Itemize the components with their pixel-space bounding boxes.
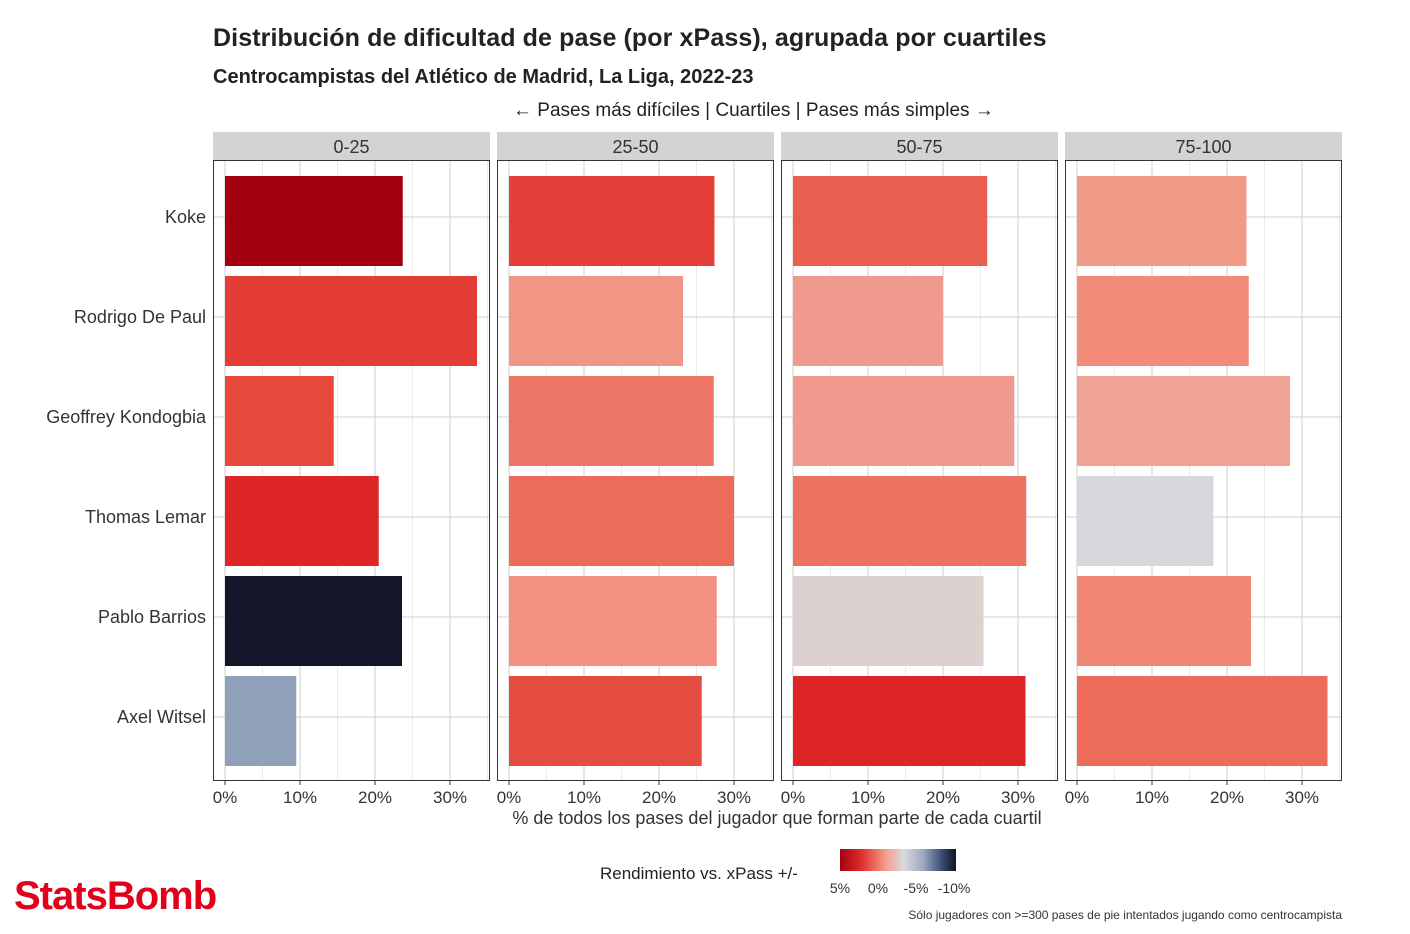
x-tick-label: 20% <box>642 788 676 807</box>
chart-title: Distribución de dificultad de pase (por … <box>213 24 1047 52</box>
bar-50-75-4 <box>793 576 984 666</box>
bar-50-75-0 <box>793 176 988 266</box>
bar-50-75-1 <box>793 276 943 366</box>
y-category-label: Rodrigo De Paul <box>74 307 206 327</box>
x-tick-label: 10% <box>283 788 317 807</box>
bar-0-25-3 <box>225 476 379 566</box>
bar-25-50-0 <box>509 176 715 266</box>
x-tick-label: 0% <box>213 788 238 807</box>
bar-50-75-2 <box>793 376 1015 466</box>
y-category-label: Pablo Barrios <box>98 607 206 627</box>
facet-strip-label: 0-25 <box>333 137 369 157</box>
x-tick-label: 10% <box>851 788 885 807</box>
facet-border <box>213 160 490 781</box>
bar-0-25-5 <box>225 676 297 766</box>
bar-75-100-3 <box>1077 476 1214 566</box>
quartile-direction-label: ← Pases más difíciles | Cuartiles | Pase… <box>513 100 994 121</box>
statsbomb-logo: StatsBomb <box>14 874 217 918</box>
bar-25-50-4 <box>509 576 717 666</box>
facet-strip <box>781 132 1058 160</box>
bar-75-100-0 <box>1077 176 1247 266</box>
x-axis-label: % de todos los pases del jugador que for… <box>512 808 1041 828</box>
facet-border <box>497 160 774 781</box>
x-tick-label: 20% <box>926 788 960 807</box>
x-tick-label: 30% <box>1001 788 1035 807</box>
bar-75-100-4 <box>1077 576 1251 666</box>
bar-0-25-2 <box>225 376 334 466</box>
x-tick-label: 0% <box>497 788 522 807</box>
facet-border <box>781 160 1058 781</box>
x-tick-label: 0% <box>1065 788 1090 807</box>
y-category-label: Geoffrey Kondogbia <box>46 407 207 427</box>
x-tick-label: 10% <box>1135 788 1169 807</box>
x-tick-label: 30% <box>717 788 751 807</box>
facet-strip-label: 75-100 <box>1175 137 1231 157</box>
bar-50-75-3 <box>793 476 1027 566</box>
y-category-label: Axel Witsel <box>117 707 206 727</box>
bar-25-50-1 <box>509 276 683 366</box>
legend-title: Rendimiento vs. xPass +/- <box>600 864 798 883</box>
x-tick-label: 0% <box>781 788 806 807</box>
facet-strip-label: 50-75 <box>896 137 942 157</box>
bar-0-25-4 <box>225 576 402 666</box>
x-tick-label: 20% <box>1210 788 1244 807</box>
caption-note: Sólo jugadores con >=300 pases de pie in… <box>908 908 1342 922</box>
bar-0-25-0 <box>225 176 403 266</box>
bar-25-50-5 <box>509 676 702 766</box>
legend-tick-label: 0% <box>867 880 889 896</box>
legend-colorbar <box>840 849 956 871</box>
bar-0-25-1 <box>225 276 477 366</box>
bar-25-50-3 <box>509 476 734 566</box>
facet-strip-label: 25-50 <box>612 137 658 157</box>
bar-75-100-2 <box>1077 376 1290 466</box>
y-category-label: Koke <box>165 207 206 227</box>
bar-75-100-5 <box>1077 676 1328 766</box>
chart-subtitle: Centrocampistas del Atlético de Madrid, … <box>213 66 754 88</box>
bar-25-50-2 <box>509 376 714 466</box>
legend-tick-label: -5% <box>903 880 929 896</box>
x-tick-label: 30% <box>1285 788 1319 807</box>
x-tick-label: 20% <box>358 788 392 807</box>
legend-tick-label: -10% <box>937 880 971 896</box>
legend-tick-label: 5% <box>829 880 851 896</box>
bar-50-75-5 <box>793 676 1026 766</box>
x-tick-label: 30% <box>433 788 467 807</box>
y-category-label: Thomas Lemar <box>85 507 206 527</box>
facet-border <box>1065 160 1342 781</box>
bar-75-100-1 <box>1077 276 1249 366</box>
facet-strip <box>1065 132 1342 160</box>
facet-strip <box>497 132 774 160</box>
x-tick-label: 10% <box>567 788 601 807</box>
facet-strip <box>213 132 490 160</box>
